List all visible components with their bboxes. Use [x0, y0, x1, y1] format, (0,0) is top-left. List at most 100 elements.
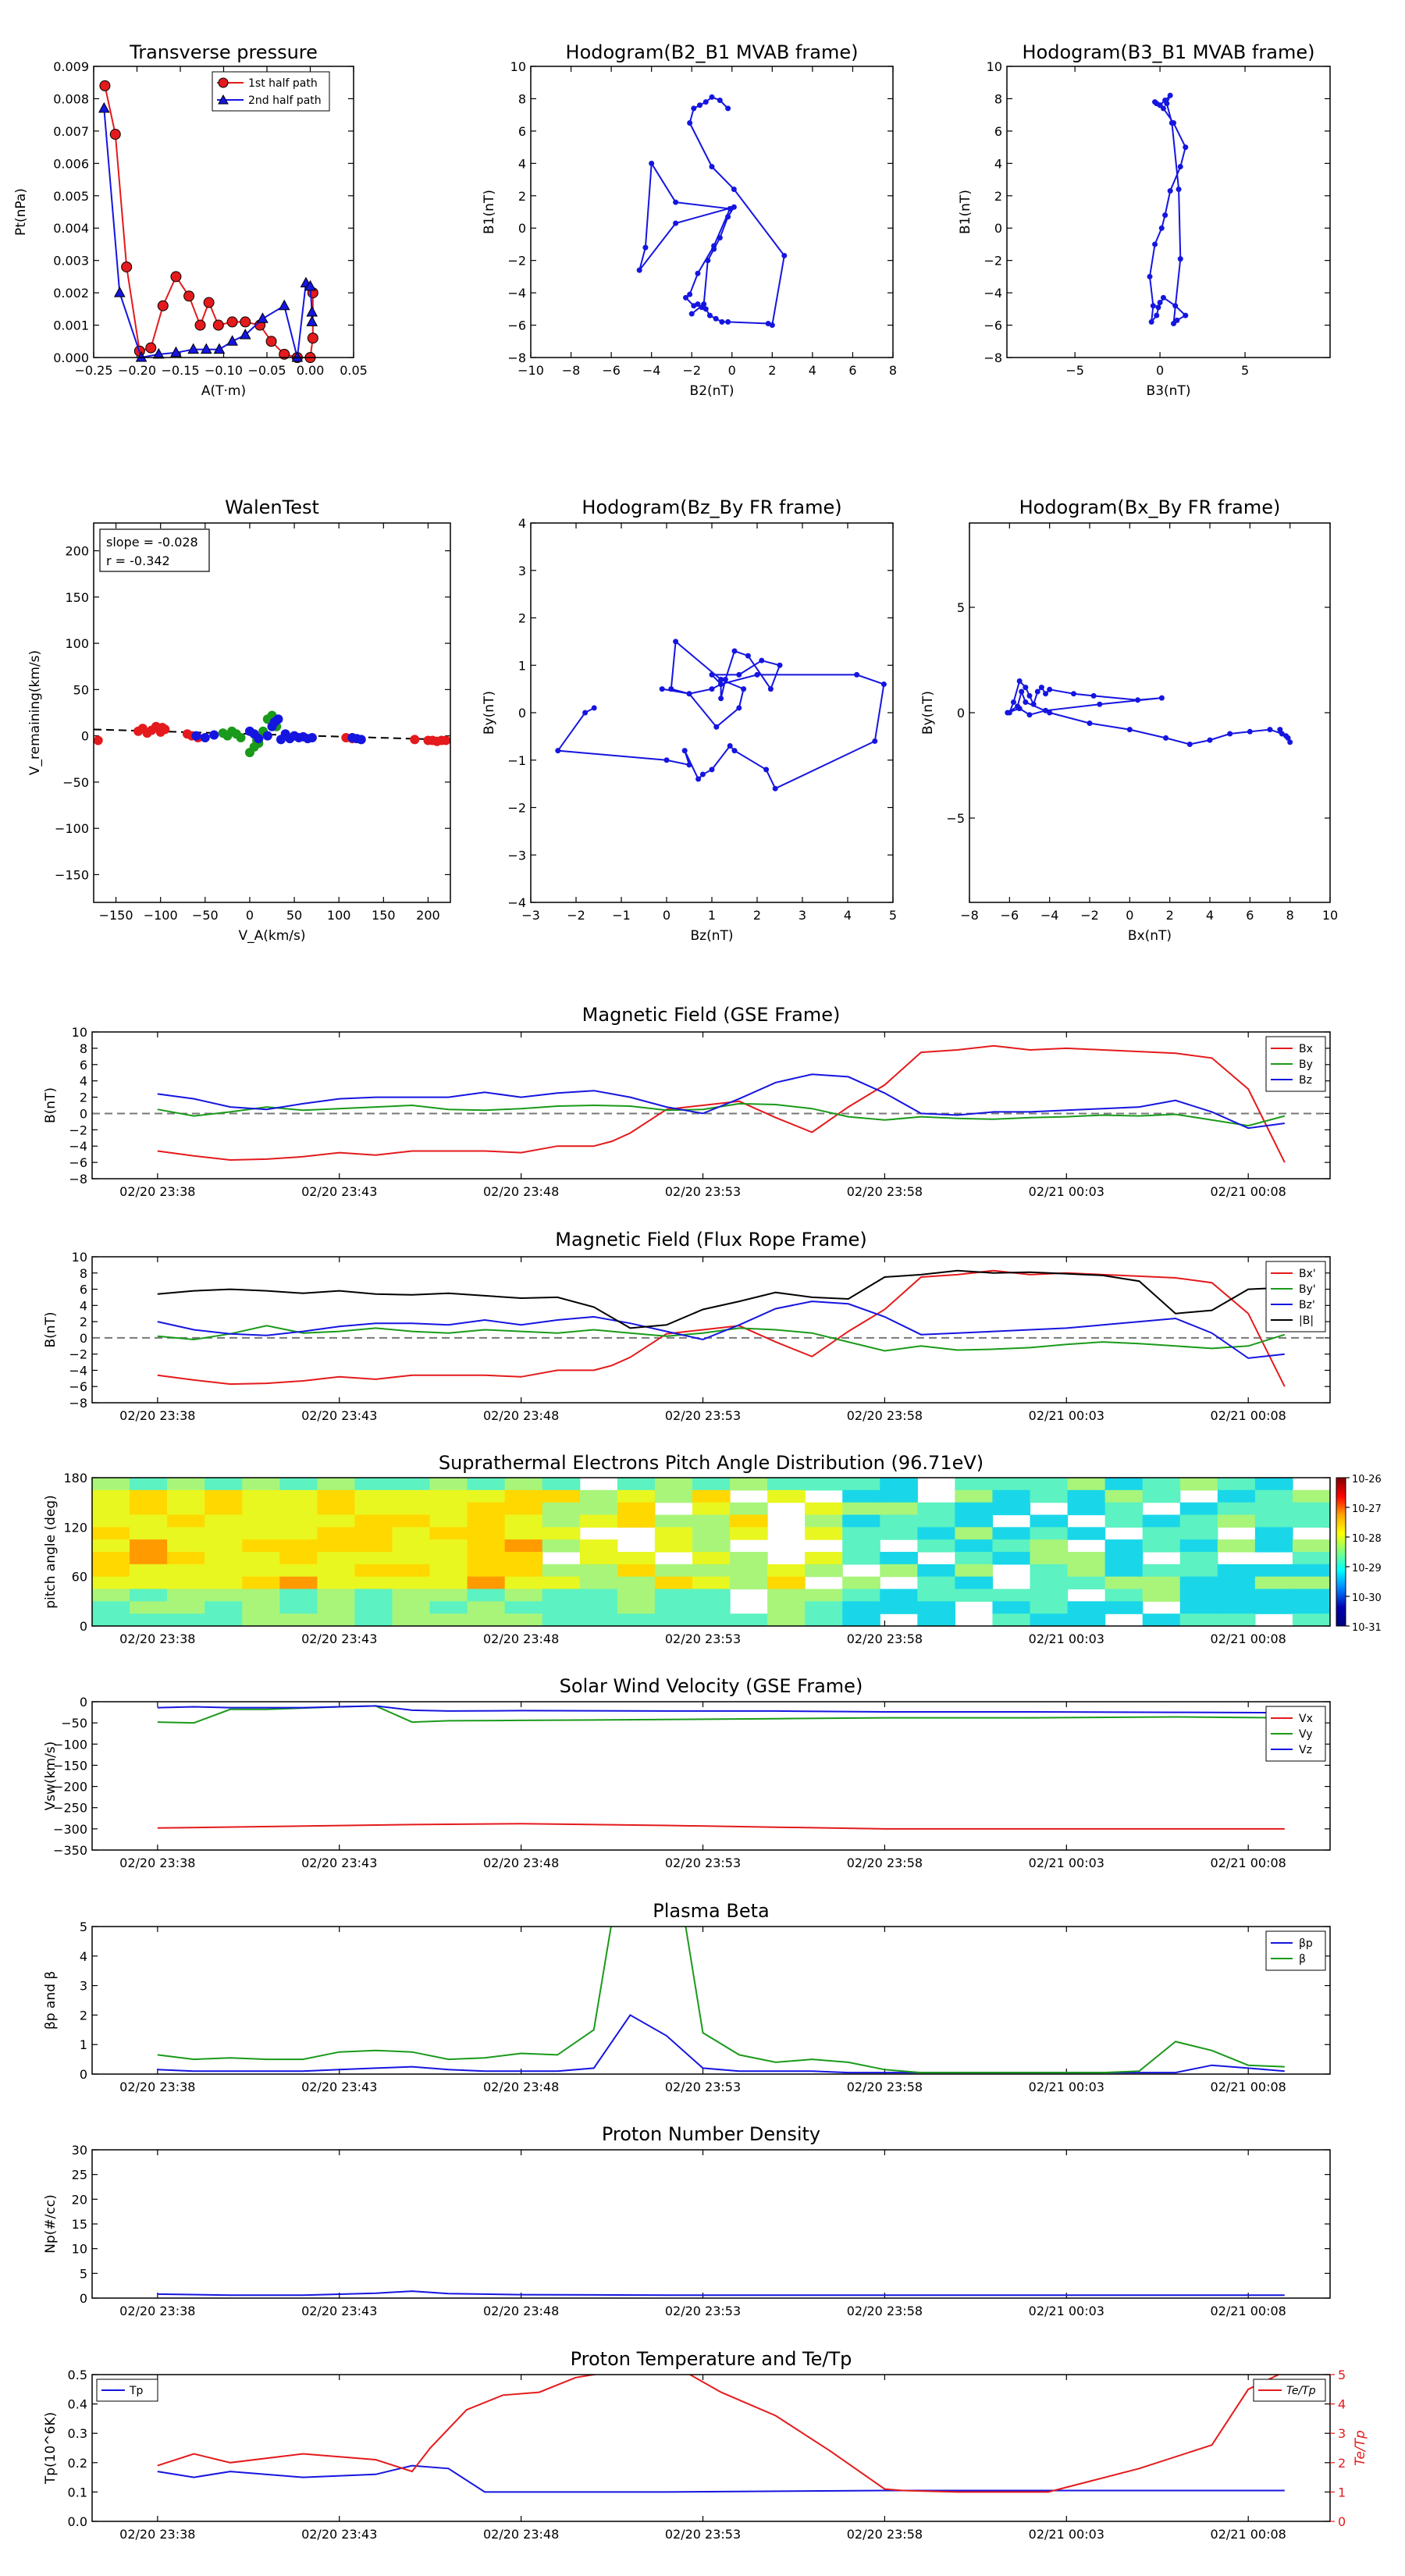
- h2-point: [1172, 303, 1179, 309]
- h4-point: [1015, 703, 1021, 710]
- h4-ytick-label: 5: [957, 600, 965, 615]
- pad-cell: [692, 1502, 731, 1516]
- walen-ytick-label: 50: [73, 682, 89, 697]
- pad-cell: [242, 1539, 280, 1553]
- pad-cell: [242, 1489, 280, 1503]
- pad-cell: [429, 1514, 468, 1528]
- mag_gse-ylabel: B(nT): [43, 1087, 59, 1123]
- h3-point: [872, 738, 878, 744]
- walen-point: [191, 731, 201, 741]
- pad-ytick-label: 120: [63, 1520, 87, 1535]
- pad-cell: [1142, 1514, 1181, 1528]
- vsw-legend-label: Vz: [1299, 1744, 1312, 1756]
- pad-plot-frame: [91, 1477, 1331, 1627]
- pad-cell: [842, 1502, 880, 1516]
- h1-ytick-label: −8: [507, 350, 526, 365]
- h2-ytick-label: −6: [984, 318, 1002, 333]
- np-xtick-label: 02/21 00:08: [1211, 2304, 1286, 2318]
- mag_fr-xtick-label: 02/20 23:48: [483, 1408, 559, 1423]
- pad-cell: [730, 1478, 768, 1491]
- h3-point: [727, 743, 733, 749]
- pad-cell: [1292, 1601, 1330, 1614]
- h1-series-line: [638, 96, 785, 326]
- pad-cell: [242, 1552, 280, 1565]
- pad-cell: [279, 1539, 318, 1553]
- mag_fr-series-line-By': [157, 1325, 1286, 1352]
- pad-cell: [542, 1539, 581, 1553]
- pad-cell: [992, 1539, 1031, 1553]
- pad-cell: [317, 1489, 356, 1503]
- pad-cell: [167, 1489, 205, 1503]
- tp-point: [226, 335, 238, 346]
- h4-xtick-label: −4: [1040, 908, 1059, 923]
- h2-plot-frame: [1006, 66, 1331, 358]
- h3-ytick-label: −3: [507, 848, 526, 863]
- h2-point: [1167, 188, 1173, 194]
- pad-cell: [130, 1527, 168, 1540]
- pad-cell: [504, 1601, 543, 1614]
- h3-ytick-label: −2: [507, 801, 526, 816]
- h3-point: [736, 671, 742, 678]
- walen-point: [209, 730, 219, 740]
- h2-point: [1150, 303, 1156, 309]
- temp-y2label: Te/Tp: [1353, 2430, 1368, 2466]
- pad-cell: [1067, 1614, 1106, 1626]
- h1-ytick-label: −2: [507, 254, 526, 269]
- h2-point: [1183, 144, 1189, 151]
- pad-cell: [167, 1539, 205, 1553]
- mag_gse-ytick-label: −4: [69, 1139, 87, 1154]
- mag_fr-series-line-Bz': [157, 1300, 1285, 1359]
- np-ytick-label: 0: [80, 2291, 87, 2306]
- h3-ytick-label: 3: [518, 564, 526, 578]
- pad-cell: [805, 1527, 843, 1540]
- tp-ytick-label: 0.009: [53, 59, 89, 74]
- pad-cell: [692, 1514, 731, 1528]
- pad-cell: [692, 1614, 731, 1626]
- pad-cell: [654, 1601, 693, 1614]
- h3-point: [731, 648, 738, 654]
- h1-ytick-label: 0: [518, 221, 526, 236]
- h1-xtick-label: 6: [848, 363, 856, 378]
- pad-cell: [279, 1564, 318, 1578]
- vsw-ytick-label: −200: [53, 1780, 87, 1795]
- h2-ytick-label: 2: [994, 189, 1002, 204]
- temp-ytick-label: 0.1: [68, 2485, 87, 2500]
- pad-cell: [467, 1614, 506, 1626]
- h2-point: [1177, 163, 1183, 169]
- pad-xtick-label: 02/21 00:08: [1211, 1631, 1286, 1646]
- temp-y2tick-label: 3: [1338, 2426, 1346, 2441]
- pad-cell: [1254, 1527, 1293, 1540]
- pad-cell: [130, 1552, 168, 1565]
- pad-cell: [92, 1489, 130, 1503]
- tp-point: [239, 328, 251, 340]
- pad-cell: [992, 1489, 1031, 1503]
- h2-point: [1148, 318, 1154, 325]
- pad-cell: [880, 1589, 918, 1602]
- pad-cell: [467, 1601, 506, 1614]
- tp-point: [265, 336, 277, 347]
- vsw-series-line-Vx: [157, 1823, 1285, 1830]
- pad-cell: [692, 1478, 731, 1491]
- h2-point: [1177, 256, 1183, 262]
- pad-cell: [1067, 1489, 1106, 1503]
- h1-point: [702, 99, 709, 105]
- vsw-xtick-label: 02/20 23:38: [119, 1856, 195, 1870]
- mag_gse-xtick-label: 02/21 00:08: [1211, 1184, 1286, 1199]
- walen-plot-frame: [93, 522, 451, 903]
- np-xtick-label: 02/21 00:03: [1029, 2304, 1104, 2318]
- pad-colorbar: [1336, 1477, 1346, 1627]
- walen-point: [410, 735, 420, 745]
- pad-cell: [504, 1514, 543, 1528]
- h1-point: [636, 267, 642, 273]
- pad-cell: [242, 1527, 280, 1540]
- pad-cell: [317, 1527, 356, 1540]
- tp-point: [152, 347, 165, 359]
- pad-cell: [692, 1564, 731, 1578]
- walen-xtick-label: 50: [286, 908, 302, 923]
- pad-cell: [730, 1514, 768, 1528]
- h1-xtick-label: −4: [642, 363, 661, 378]
- pad-cell: [467, 1502, 506, 1516]
- vsw-ytick-label: 0: [80, 1695, 87, 1710]
- h1-point: [691, 105, 697, 112]
